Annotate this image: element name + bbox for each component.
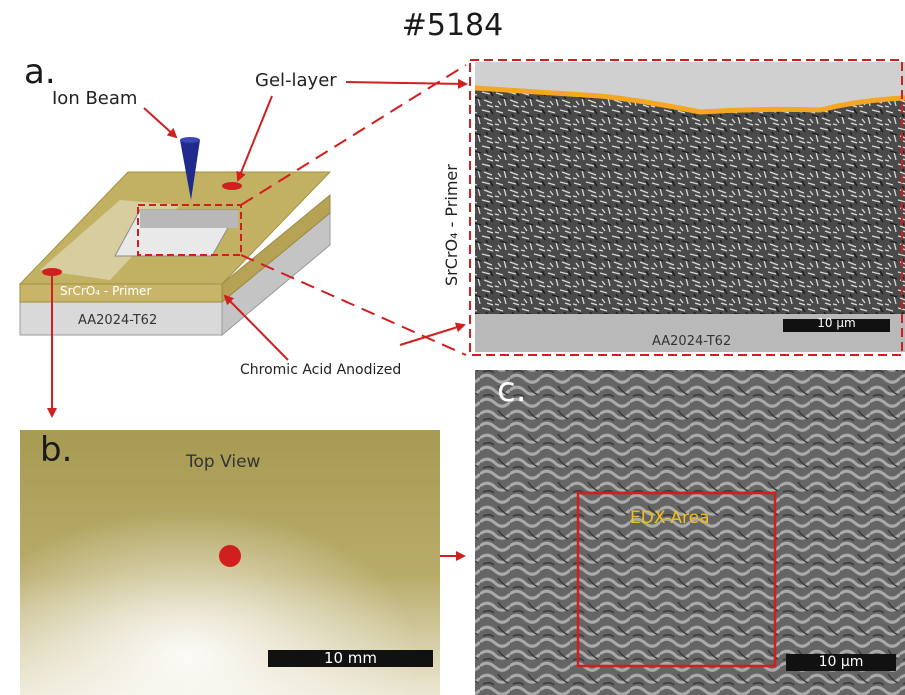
dashed-projection-bottom	[240, 254, 467, 356]
fib-trench-wall	[140, 210, 238, 228]
top-view-spot	[219, 545, 241, 567]
cross-section-side-label: SrCrO₄ - Primer	[442, 164, 461, 286]
anodized-arrow-b	[399, 322, 466, 346]
gel-layer-label: Gel-layer	[255, 70, 337, 91]
gel-to-crosssection-arrow	[345, 78, 468, 89]
gel-layer-line	[474, 85, 905, 115]
surface-sem-overlay	[475, 370, 905, 695]
cross-section-substrate-label: AA2024-T62	[652, 334, 732, 349]
annotation-arrows	[47, 64, 468, 561]
surface-sem-panel	[475, 370, 905, 695]
dashed-projection-top	[240, 64, 467, 206]
sample-block	[18, 137, 332, 337]
gel-layer-arrow	[236, 95, 273, 182]
ion-beam-cone	[180, 140, 200, 200]
ion-beam-arrow	[143, 107, 178, 139]
cross-section-top-region	[475, 62, 905, 112]
primer-label: SrCrO₄ - Primer	[60, 284, 152, 298]
edx-area-label: EDX-Area	[630, 508, 710, 528]
top-view-panel	[20, 430, 440, 695]
cross-section-scale-label: 10 µm	[817, 316, 856, 330]
ion-beam-cone-top	[180, 137, 200, 143]
top-view-scale-bar	[268, 650, 433, 667]
corner-dot	[42, 268, 62, 276]
surface-sem-image	[475, 370, 905, 695]
top-view-scale-label: 10 mm	[323, 649, 378, 667]
anodized-label: Chromic Acid Anodized	[240, 362, 402, 378]
panel-c-letter: c.	[497, 370, 527, 410]
primer-side	[221, 193, 331, 304]
top-view-title: Top View	[186, 452, 261, 472]
ion-beam-label: Ion Beam	[52, 88, 138, 109]
cross-section-panel	[469, 59, 905, 356]
cross-section-scale-bar	[783, 319, 890, 332]
surface-scale-label: 10 µm	[818, 654, 864, 670]
surface-scale-bar	[786, 654, 896, 671]
anodized-arrow-a	[223, 294, 289, 361]
panel-a-letter: a.	[24, 52, 56, 92]
gel-layer-dot	[222, 182, 242, 190]
cross-section-marker	[137, 204, 242, 256]
panel-b-letter: b.	[40, 430, 73, 470]
substrate-label: AA2024-T62	[78, 313, 158, 328]
cross-section-frame	[469, 59, 903, 356]
figure-id: #5184	[401, 8, 504, 43]
edx-area-box	[576, 491, 777, 668]
